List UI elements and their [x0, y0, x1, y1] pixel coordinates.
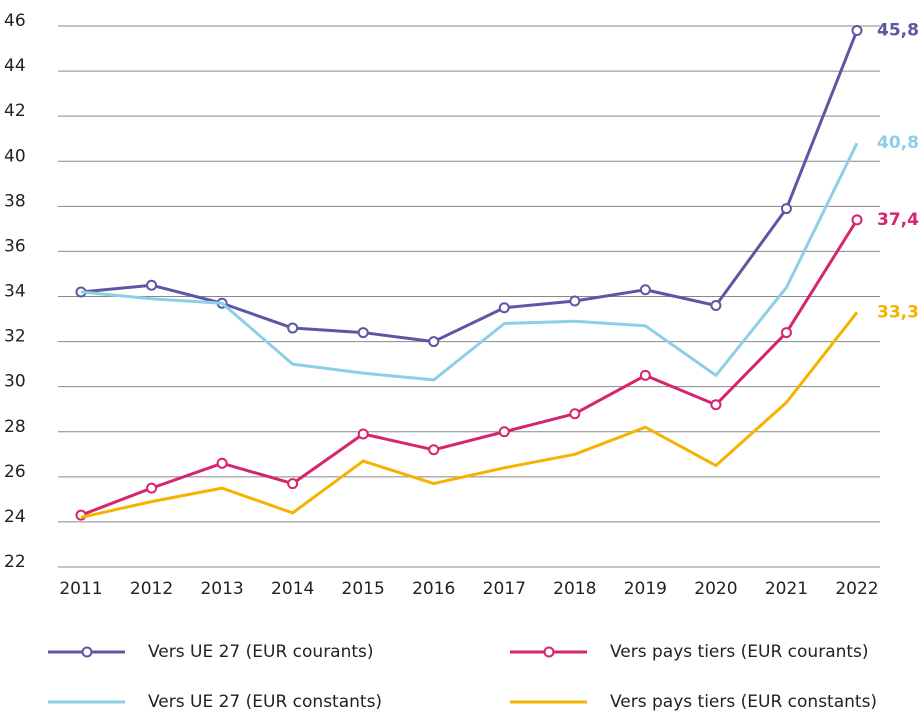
- y-tick-label: 34: [4, 282, 26, 302]
- y-tick-label: 38: [4, 191, 26, 211]
- x-tick-label: 2015: [342, 579, 385, 599]
- point-marker: [146, 482, 158, 494]
- end-label: 37,4: [877, 210, 919, 230]
- point-marker: [216, 457, 228, 469]
- legend-label: Vers pays tiers (EUR courants): [610, 642, 869, 662]
- point-marker: [428, 444, 440, 456]
- y-tick-label: 40: [4, 146, 26, 166]
- point-marker: [639, 369, 651, 381]
- y-tick-label: 42: [4, 101, 26, 121]
- y-tick-label: 24: [4, 507, 26, 527]
- x-tick-label: 2017: [483, 579, 526, 599]
- y-tick-label: 30: [4, 372, 26, 392]
- point-marker: [780, 327, 792, 339]
- legend-marker: [81, 646, 93, 658]
- y-tick-label: 32: [4, 327, 26, 347]
- x-tick-label: 2018: [553, 579, 596, 599]
- x-tick-label: 2019: [624, 579, 667, 599]
- point-marker: [428, 336, 440, 348]
- x-tick-label: 2020: [694, 579, 737, 599]
- y-tick-label: 26: [4, 462, 26, 482]
- point-marker: [75, 509, 87, 521]
- point-marker: [498, 426, 510, 438]
- legend-label: Vers UE 27 (EUR constants): [148, 692, 382, 712]
- point-marker: [146, 279, 158, 291]
- legend-label: Vers pays tiers (EUR constants): [610, 692, 877, 712]
- point-marker: [780, 203, 792, 215]
- point-marker: [851, 25, 863, 37]
- series-line: [80, 142, 859, 382]
- point-marker: [357, 428, 369, 440]
- point-marker: [357, 327, 369, 339]
- point-marker: [569, 408, 581, 420]
- point-marker: [498, 302, 510, 314]
- end-label: 40,8: [877, 133, 919, 153]
- y-tick-label: 36: [4, 236, 26, 256]
- x-tick-label: 2013: [200, 579, 243, 599]
- point-marker: [710, 300, 722, 312]
- point-marker: [287, 322, 299, 334]
- legend-marker: [543, 646, 555, 658]
- y-tick-label: 46: [4, 11, 26, 31]
- legend-label: Vers UE 27 (EUR courants): [148, 642, 374, 662]
- x-tick-label: 2021: [765, 579, 808, 599]
- end-label: 45,8: [877, 21, 919, 41]
- series-line: [80, 219, 859, 517]
- point-marker: [639, 284, 651, 296]
- series-line: [80, 29, 859, 344]
- x-tick-label: 2012: [130, 579, 173, 599]
- y-tick-label: 22: [4, 552, 26, 572]
- x-tick-label: 2014: [271, 579, 314, 599]
- x-tick-label: 2011: [59, 579, 102, 599]
- point-marker: [710, 399, 722, 411]
- y-tick-label: 28: [4, 417, 26, 437]
- series-line: [80, 311, 859, 519]
- point-marker: [287, 478, 299, 490]
- x-tick-label: 2016: [412, 579, 455, 599]
- x-tick-label: 2022: [835, 579, 878, 599]
- end-label: 33,3: [877, 302, 919, 322]
- point-marker: [851, 214, 863, 226]
- point-marker: [569, 295, 581, 307]
- y-tick-label: 44: [4, 56, 26, 76]
